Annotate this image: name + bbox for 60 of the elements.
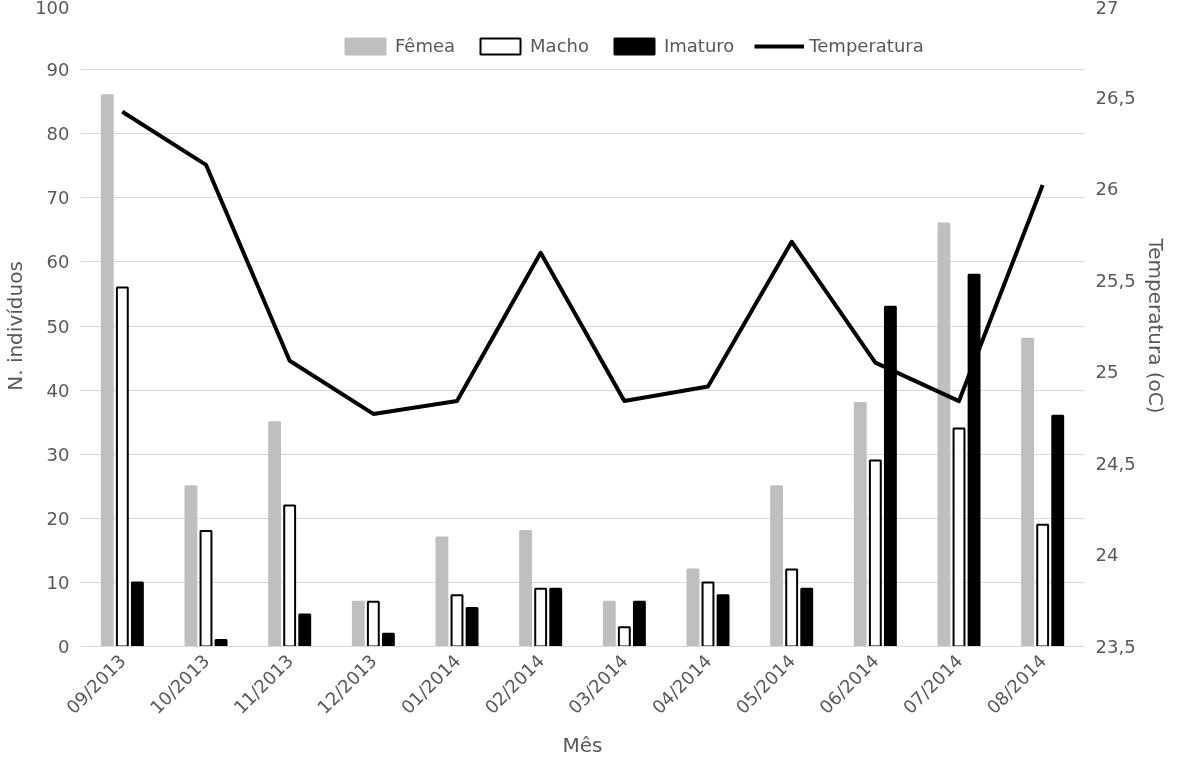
bar [868, 459, 882, 647]
bar [602, 600, 616, 647]
y-tick-label: 80 [46, 123, 70, 145]
y2-tick-label: 24 [1095, 544, 1119, 566]
bar [351, 600, 365, 647]
bar [632, 600, 646, 647]
y2-tick-label: 25 [1095, 361, 1119, 383]
bar [366, 600, 380, 647]
y2-tick-label: 24,5 [1095, 452, 1136, 474]
legend-label: Imaturo [663, 35, 735, 56]
bar [1051, 414, 1065, 647]
y-tick-label: 40 [46, 379, 70, 401]
bar [130, 581, 144, 647]
legend-label: Macho [530, 35, 589, 56]
legend-label: Temperatura [809, 35, 924, 56]
y-tick-label: 20 [46, 507, 70, 529]
y-axis-title: N. indivíduos [3, 261, 28, 391]
bar [952, 427, 966, 647]
bar [298, 613, 312, 647]
bar [617, 626, 631, 647]
y-tick-label: 60 [46, 251, 70, 273]
bar [199, 530, 213, 647]
bar [785, 568, 799, 647]
bar [701, 581, 715, 647]
bar [268, 421, 282, 647]
bar [465, 607, 479, 647]
y-tick-label: 90 [46, 59, 70, 81]
bar [686, 568, 700, 647]
y-tick-label: 70 [46, 187, 70, 209]
y2-axis-title: Temperatura (oC) [1143, 237, 1168, 414]
y2-tick-label: 25,5 [1095, 269, 1136, 291]
x-axis-title: Mês [562, 733, 603, 758]
bar [770, 485, 784, 647]
bar [519, 530, 533, 647]
y-tick-label: 100 [35, 0, 70, 18]
bar [534, 587, 548, 647]
y2-tick-label: 27 [1095, 0, 1119, 18]
y-tick-label: 0 [58, 636, 70, 657]
bar [1021, 337, 1035, 647]
y-tick-label: 30 [46, 443, 70, 465]
bar [283, 504, 297, 647]
bar [800, 587, 814, 647]
bar [549, 587, 563, 647]
bar [115, 286, 129, 647]
bar [853, 401, 867, 647]
bar [214, 639, 228, 647]
y-tick-label: 10 [46, 571, 70, 593]
bar [100, 94, 114, 647]
bar [184, 485, 198, 647]
y-tick-label: 50 [46, 315, 70, 337]
bar [381, 632, 395, 647]
y2-tick-label: 23,5 [1095, 636, 1136, 657]
bar [450, 594, 464, 647]
bar [716, 594, 730, 647]
bar [1036, 523, 1050, 647]
bar [937, 222, 951, 647]
legend-label: Fêmea [395, 35, 456, 56]
y2-tick-label: 26 [1095, 178, 1119, 200]
bar [435, 536, 449, 647]
y2-tick-label: 26,5 [1095, 86, 1136, 108]
